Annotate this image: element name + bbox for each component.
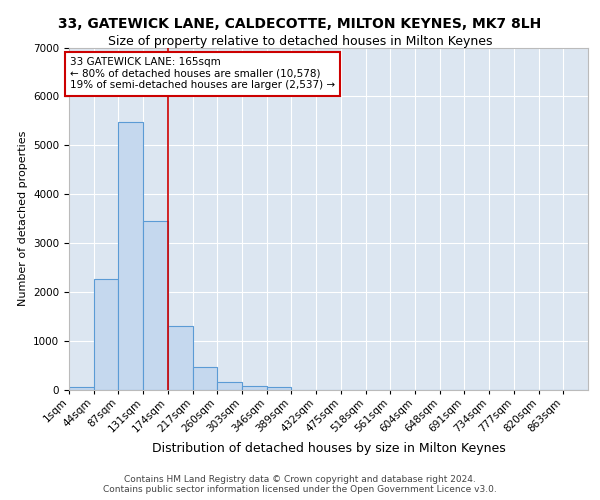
Text: Contains HM Land Registry data © Crown copyright and database right 2024.: Contains HM Land Registry data © Crown c… (124, 475, 476, 484)
Bar (143, 221, 168, 390)
Bar (217, 382, 242, 390)
Text: Size of property relative to detached houses in Milton Keynes: Size of property relative to detached ho… (108, 35, 492, 48)
Text: 33, GATEWICK LANE, CALDECOTTE, MILTON KEYNES, MK7 8LH: 33, GATEWICK LANE, CALDECOTTE, MILTON KE… (58, 18, 542, 32)
Bar (168, 326, 193, 390)
Y-axis label: Number of detached properties: Number of detached properties (17, 131, 28, 306)
Bar (242, 386, 267, 390)
Bar (69, 386, 94, 390)
Text: 33 GATEWICK LANE: 165sqm
← 80% of detached houses are smaller (10,578)
19% of se: 33 GATEWICK LANE: 165sqm ← 80% of detach… (70, 58, 335, 90)
Bar (118, 122, 143, 390)
Bar (94, 279, 118, 390)
Bar (267, 388, 292, 390)
Text: Contains public sector information licensed under the Open Government Licence v3: Contains public sector information licen… (103, 484, 497, 494)
Bar (193, 368, 217, 390)
X-axis label: Distribution of detached houses by size in Milton Keynes: Distribution of detached houses by size … (152, 442, 505, 455)
